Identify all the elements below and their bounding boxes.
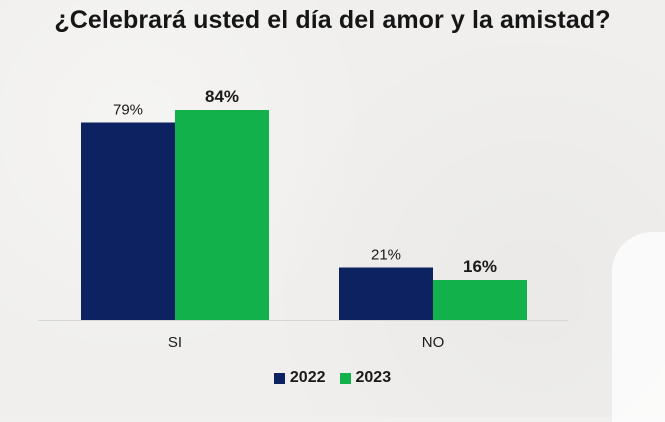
data-label-si-2022: 79% — [113, 102, 143, 119]
chart-title: ¿Celebrará usted el día del amor y la am… — [54, 6, 611, 34]
watermark-shape — [612, 232, 665, 422]
bar-si-2022 — [81, 122, 175, 320]
data-label-no-2022: 21% — [371, 247, 401, 264]
data-label-si-2023: 84% — [205, 87, 239, 106]
legend-label-2022: 2022 — [289, 369, 326, 386]
legend-item-2022: 2022 — [273, 369, 326, 387]
legend: 2022 2023 — [0, 369, 665, 387]
legend-swatch-2023 — [339, 372, 351, 384]
legend-swatch-2022 — [273, 372, 285, 384]
data-label-no-2023: 16% — [463, 257, 497, 276]
category-label-no: NO — [422, 334, 445, 351]
bar-no-2023 — [433, 280, 527, 320]
bar-si-2023 — [175, 110, 269, 320]
legend-label-2023: 2023 — [355, 369, 392, 386]
category-label-si: SI — [168, 334, 182, 351]
bar-no-2022 — [339, 267, 433, 320]
legend-item-2023: 2023 — [339, 369, 392, 387]
